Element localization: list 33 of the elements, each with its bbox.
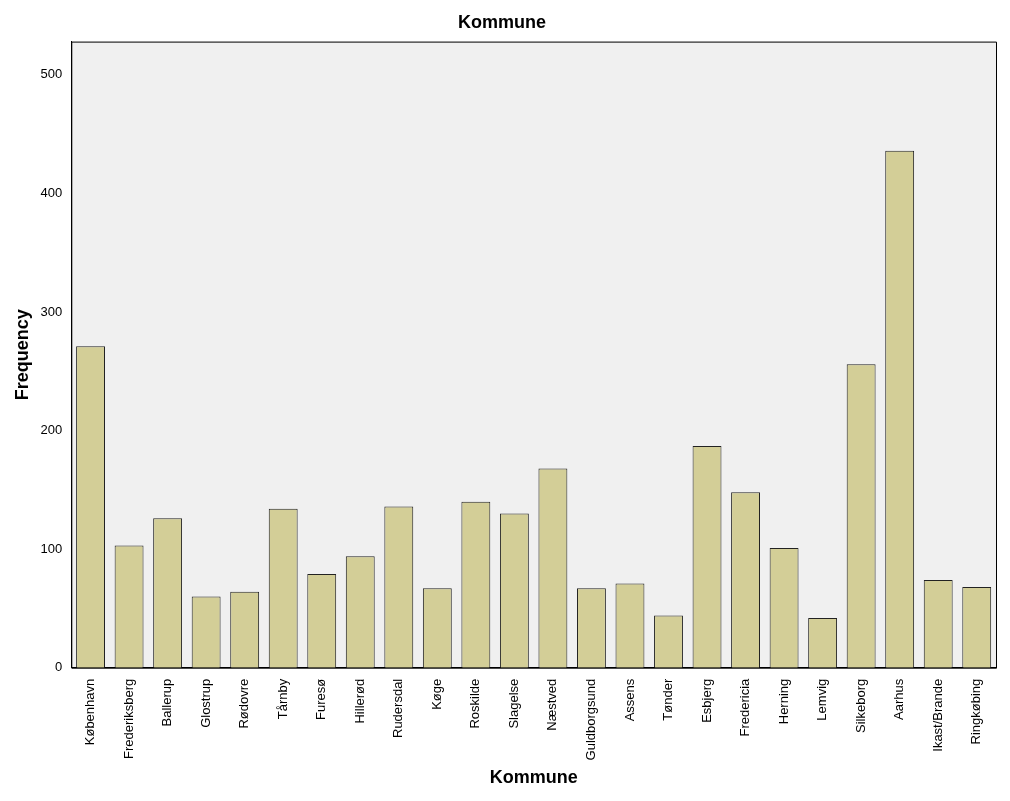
x-tick-label: Ikast/Brande [929, 678, 945, 752]
x-tick-label: Glostrup [197, 678, 213, 728]
x-tick-label: Ringkøbing [968, 678, 984, 745]
y-tick-label: 500 [40, 66, 63, 82]
x-tick-label: Rudersdal [390, 678, 406, 738]
x-tick-label: Roskilde [467, 678, 483, 729]
chart-title: Kommune [457, 11, 547, 32]
y-tick-label: 0 [55, 659, 63, 675]
x-tick-label: Assens [621, 678, 637, 722]
x-tick-label: Køge [428, 678, 444, 710]
y-tick-label: 100 [40, 540, 63, 556]
y-tick-label: 300 [40, 303, 63, 319]
y-tick-label: 400 [40, 184, 63, 200]
x-tick-label: Fredericia [737, 677, 753, 737]
x-tick-label: Ballerup [159, 678, 175, 727]
x-tick-label: Næstved [544, 678, 560, 731]
x-tick-label: Lemvig [814, 678, 830, 721]
x-tick-label: Herning [775, 678, 791, 725]
x-tick-label: Aarhus [891, 678, 907, 720]
x-tick-label: Esbjerg [698, 678, 714, 723]
x-tick-label: Rødovre [236, 678, 252, 729]
x-tick-label: Slagelse [505, 678, 521, 729]
x-axis-title: Kommune [489, 767, 578, 788]
x-tick-label: Furesø [313, 678, 329, 720]
x-tick-label: Tønder [660, 678, 676, 721]
y-axis-title: Frequency [11, 309, 32, 401]
x-tick-label: Hillerød [351, 678, 367, 724]
x-tick-label: Guldborgsund [583, 678, 599, 761]
x-tick-label: Silkeborg [852, 678, 868, 733]
x-tick-label: Frederiksberg [120, 678, 136, 759]
x-tick-label: København [82, 678, 98, 746]
y-tick-label: 200 [40, 422, 63, 438]
x-tick-label: Tårnby [274, 678, 290, 720]
